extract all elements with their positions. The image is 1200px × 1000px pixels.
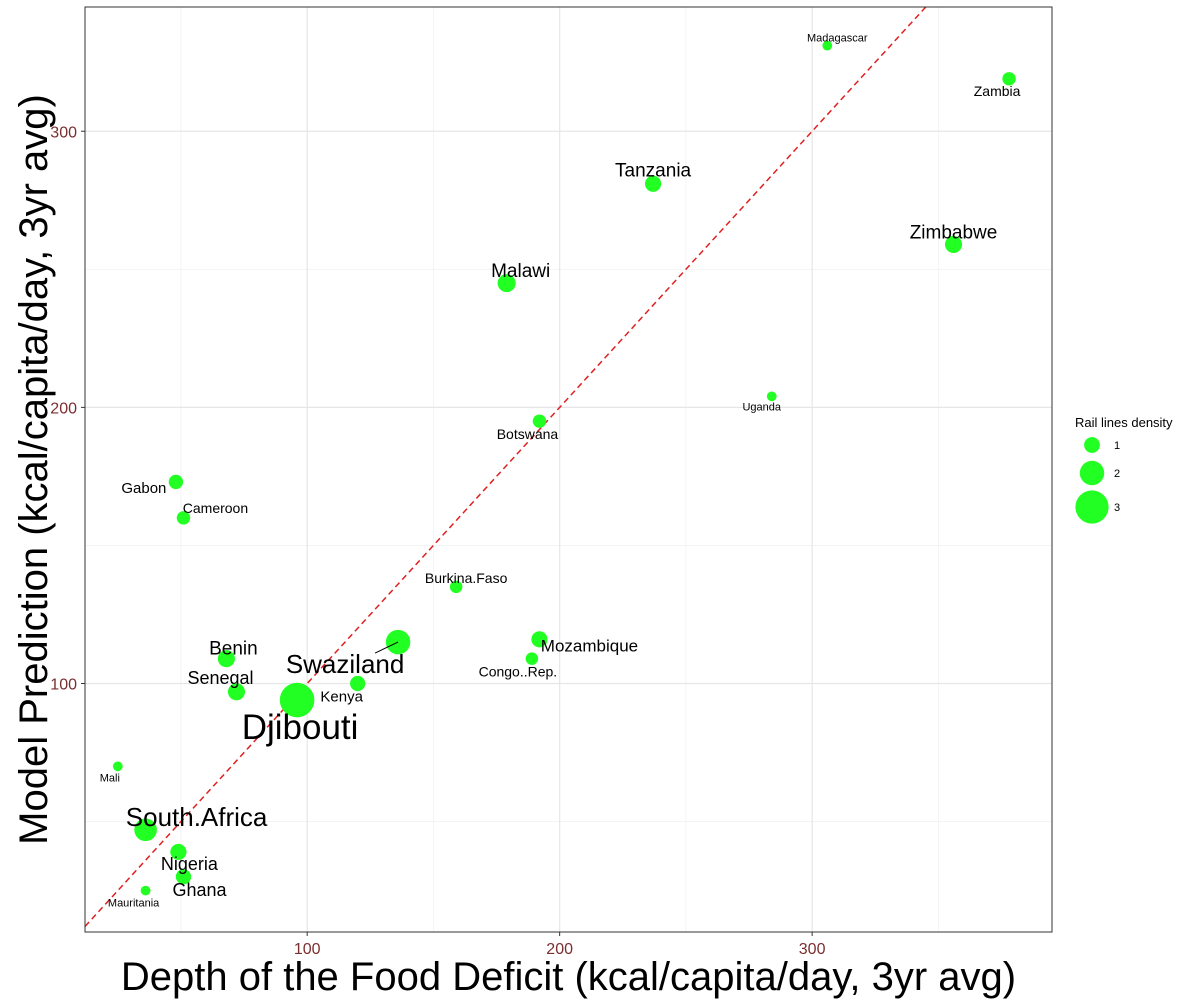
point-zimbabwe: [944, 235, 963, 254]
point-label-mauritania: Mauritania: [108, 898, 160, 910]
point-label-senegal: Senegal: [187, 668, 253, 688]
y-axis-title: Model Prediction (kcal/capita/day, 3yr a…: [12, 94, 56, 845]
point-cameroon: [176, 511, 191, 525]
point-label-gabon: Gabon: [121, 480, 166, 497]
point-label-djibouti: Djibouti: [242, 708, 359, 747]
point-botswana: [532, 414, 547, 428]
point-label-swaziland: Swaziland: [286, 649, 405, 679]
point-label-burkina-faso: Burkina.Faso: [425, 570, 508, 586]
point-nigeria: [170, 843, 187, 861]
legend-title: Rail lines density: [1075, 415, 1173, 430]
point-kenya: [350, 675, 366, 692]
x-axis-title: Depth of the Food Deficit (kcal/capita/d…: [121, 955, 1016, 999]
axis-ticks: 100 200 300 100 200 300: [50, 124, 825, 958]
point-label-congo-rep: Congo..Rep.: [479, 664, 558, 680]
point-south-africa: [134, 818, 157, 842]
point-senegal: [227, 683, 246, 701]
legend-key-1: [1084, 437, 1100, 453]
point-label-tanzania: Tanzania: [615, 161, 691, 182]
point-label-mali: Mali: [100, 772, 120, 784]
x-tick-label: 300: [799, 941, 826, 958]
point-label-cameroon: Cameroon: [183, 500, 248, 516]
x-tick-label: 100: [294, 941, 321, 958]
point-label-zimbabwe: Zimbabwe: [910, 222, 998, 243]
legend-key-2: [1079, 460, 1105, 486]
y-tick-label: 300: [50, 124, 77, 141]
point-madagascar: [822, 40, 833, 51]
data-points: [112, 40, 1016, 896]
point-ghana: [175, 869, 192, 885]
point-label-nigeria: Nigeria: [161, 854, 219, 874]
point-label-madagascar: Madagascar: [807, 33, 868, 45]
legend-label-2: 2: [1114, 468, 1120, 480]
point-label-zambia: Zambia: [974, 83, 1021, 99]
y-tick-label: 100: [50, 676, 77, 693]
point-tanzania: [644, 175, 662, 192]
point-label-south-africa: South.Africa: [126, 802, 268, 832]
point-congo-rep: [525, 652, 539, 665]
point-label-mozambique: Mozambique: [541, 636, 638, 655]
reference-line: [84, 6, 927, 927]
legend: Rail lines density 1 2 3: [1075, 415, 1173, 524]
point-djibouti: [279, 682, 315, 718]
point-label-benin: Benin: [209, 639, 258, 660]
legend-label-3: 3: [1114, 502, 1120, 514]
point-gabon: [168, 474, 184, 490]
point-swaziland: [385, 629, 411, 655]
point-label-kenya: Kenya: [320, 688, 363, 705]
grid-lines: [85, 7, 1052, 932]
point-label-ghana: Ghana: [172, 880, 227, 900]
point-malawi: [497, 274, 516, 293]
leader-line-swaziland: [374, 641, 399, 654]
point-uganda: [766, 391, 777, 402]
legend-key-3: [1075, 490, 1109, 524]
point-zambia: [1002, 72, 1016, 86]
legend-label-1: 1: [1114, 440, 1120, 452]
point-label-uganda: Uganda: [742, 401, 781, 413]
point-mali: [112, 761, 123, 772]
y-tick-label: 200: [50, 400, 77, 417]
point-burkina-faso: [449, 580, 463, 594]
reference-line-group: [84, 6, 927, 927]
x-tick-label: 200: [546, 941, 573, 958]
point-label-botswana: Botswana: [497, 426, 559, 442]
point-mauritania: [140, 885, 151, 896]
point-benin: [217, 650, 235, 668]
point-label-malawi: Malawi: [491, 261, 550, 282]
legend-entries: 1 2 3: [1075, 437, 1120, 524]
point-mozambique: [531, 631, 548, 648]
point-labels: Madagascar Zambia Tanzania Zimbabwe Malawi Ug…: [100, 33, 1021, 910]
panel-border: [84, 6, 1053, 933]
